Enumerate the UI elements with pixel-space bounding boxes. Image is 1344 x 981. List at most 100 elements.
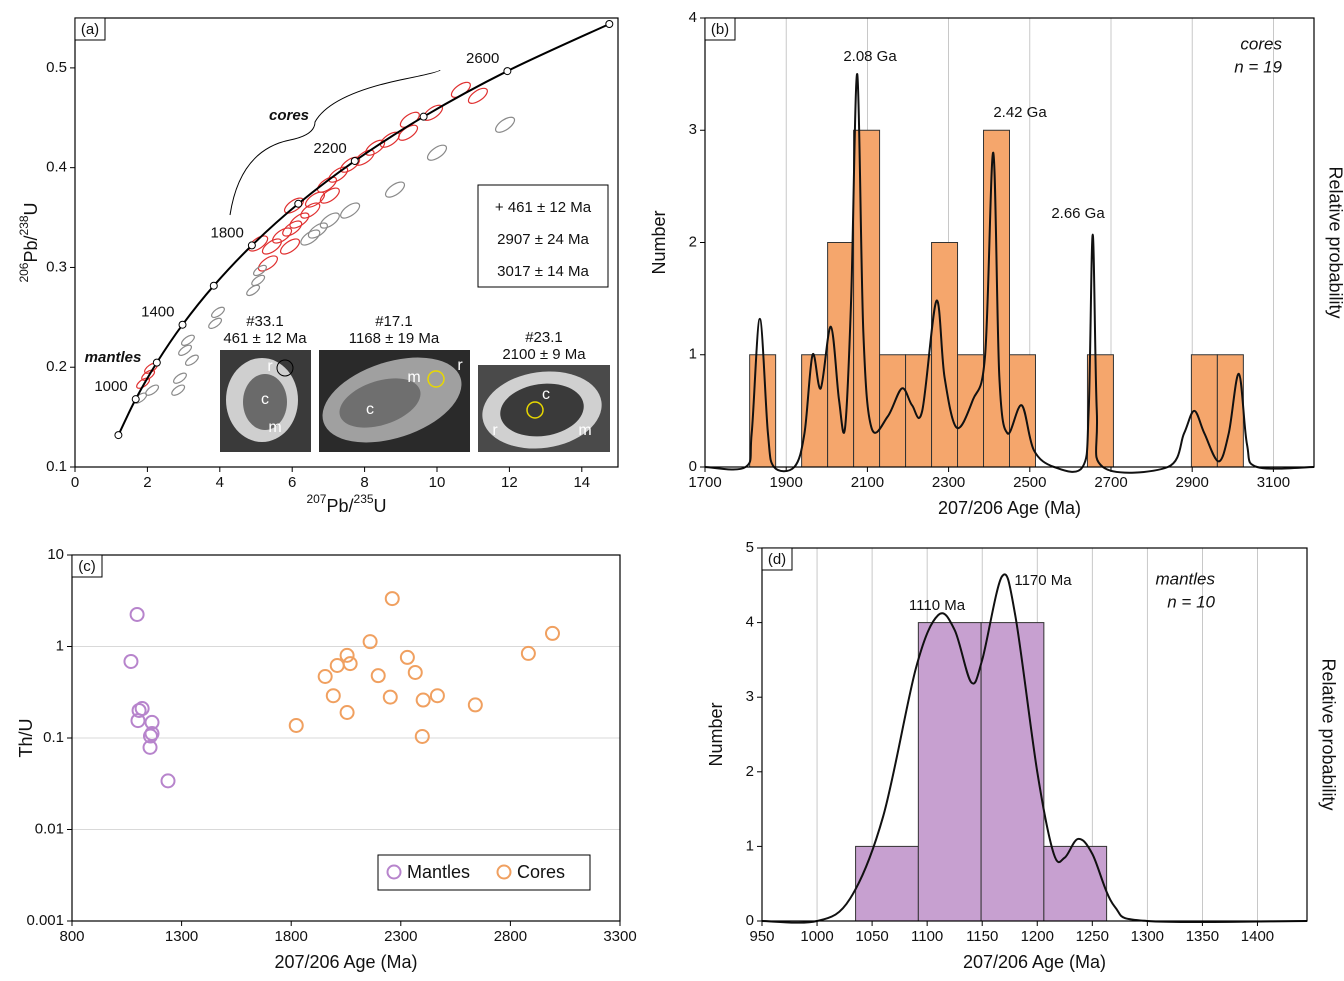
y-axis-label: Number xyxy=(706,702,726,766)
legend-label: Mantles xyxy=(407,862,470,882)
peak-label: 1170 Ma xyxy=(1014,572,1072,589)
analysis-ellipse xyxy=(494,116,516,133)
data-point xyxy=(414,728,430,744)
concordia-marker xyxy=(350,156,359,165)
plot-frame xyxy=(704,17,1315,468)
probability-curve xyxy=(761,573,1308,924)
x-tick-label: 4 xyxy=(216,474,224,491)
analysis-ellipse xyxy=(180,334,195,346)
data-point xyxy=(520,645,536,661)
x-tick-label: 1300 xyxy=(165,928,198,945)
histogram-bar xyxy=(917,622,982,922)
data-point xyxy=(342,656,358,672)
x-tick-label: 1900 xyxy=(770,474,803,491)
data-point xyxy=(339,647,355,663)
x-tick-label: 3100 xyxy=(1257,474,1290,491)
peak-label: 1110 Ma xyxy=(909,597,966,614)
axis-label-part: Pb/ xyxy=(21,235,41,262)
analysis-ellipse xyxy=(316,176,338,193)
y-tick-label: 0 xyxy=(746,912,754,929)
axis-label-part: 235 xyxy=(354,492,374,506)
x-tick-label: 2 xyxy=(143,474,151,491)
analysis-ellipse xyxy=(467,87,488,104)
spot xyxy=(427,370,445,388)
axis-label: 206Pb/238U xyxy=(17,202,41,282)
spot xyxy=(276,359,294,377)
concordia-age-label: 1000 xyxy=(94,378,127,395)
panel-label: (a) xyxy=(81,21,99,38)
data-point xyxy=(399,649,415,665)
concordia-age-label: 1400 xyxy=(141,304,174,321)
data-point xyxy=(370,668,386,684)
y-tick-label: 0.001 xyxy=(26,912,64,929)
x-tick-label: 800 xyxy=(59,928,84,945)
subtitle: n = 10 xyxy=(1167,592,1215,611)
grain-core xyxy=(243,374,287,430)
concordia-marker xyxy=(114,431,123,440)
data-point xyxy=(325,688,341,704)
inset-title: #17.1 xyxy=(375,313,413,330)
data-point xyxy=(429,688,445,704)
x-tick-label: 2100 xyxy=(851,474,884,491)
y2-axis-label: Relative probability xyxy=(1325,166,1344,318)
analysis-ellipse xyxy=(340,202,361,219)
concordia-marker xyxy=(152,358,161,367)
concordia-age-label: 2600 xyxy=(466,50,499,67)
panel-label-box xyxy=(74,17,106,41)
analysis-ellipse xyxy=(279,238,301,255)
histogram-bar xyxy=(879,354,907,468)
histogram-bar xyxy=(855,845,919,922)
inset-zone-label: m xyxy=(578,422,591,439)
x-tick-label: 1800 xyxy=(275,928,308,945)
grain-core xyxy=(500,383,584,437)
analysis-ellipse xyxy=(173,372,187,384)
analysis-ellipse xyxy=(328,166,349,183)
analysis-ellipse xyxy=(282,220,303,237)
age-box-label: 3017 ± 14 Ma xyxy=(497,263,589,280)
axis-label-part: 238 xyxy=(17,215,31,235)
age-box xyxy=(477,184,609,288)
x-tick-label: 1300 xyxy=(1131,928,1164,945)
y-tick-label: 0.01 xyxy=(35,820,64,837)
legend-marker xyxy=(386,864,402,880)
data-point xyxy=(142,739,158,755)
y-axis-label: Th/U xyxy=(16,718,36,757)
x-axis-label: 207/206 Age (Ma) xyxy=(274,952,417,972)
data-point xyxy=(142,728,158,744)
y-axis-label: Number xyxy=(649,210,669,274)
histogram-bar xyxy=(980,622,1045,922)
panel-label-box xyxy=(761,547,793,571)
analysis-ellipse xyxy=(289,212,310,229)
data-point xyxy=(129,606,145,622)
x-tick-label: 10 xyxy=(429,474,446,491)
histogram-bar xyxy=(853,129,881,468)
data-point xyxy=(131,702,147,718)
axis-label-part: 206 xyxy=(17,262,31,282)
analysis-ellipse xyxy=(208,317,223,329)
y-tick-label: 3 xyxy=(746,688,754,705)
analysis-ellipse xyxy=(257,255,279,272)
concordia-age-label: 2200 xyxy=(313,140,346,157)
analysis-ellipse xyxy=(426,144,448,161)
inset-zone-label: r xyxy=(457,357,463,374)
spot xyxy=(526,401,544,419)
data-point xyxy=(384,591,400,607)
x-tick-label: 2300 xyxy=(384,928,417,945)
inset-zone-label: m xyxy=(407,369,420,386)
data-point xyxy=(362,634,378,650)
age-box-label: 2907 ± 24 Ma xyxy=(497,231,589,248)
x-tick-label: 8 xyxy=(360,474,368,491)
x-tick-label: 1150 xyxy=(966,928,998,945)
analysis-ellipse xyxy=(384,181,406,198)
analysis-ellipse xyxy=(261,238,282,255)
data-point xyxy=(339,704,355,720)
y-tick-label: 4 xyxy=(746,614,754,631)
histogram-bar xyxy=(931,242,959,468)
y-tick-label: 2 xyxy=(746,763,754,780)
y-tick-label: 0.5 xyxy=(46,59,67,76)
y-tick-label: 0.2 xyxy=(46,358,67,375)
x-tick-label: 0 xyxy=(71,474,79,491)
data-point xyxy=(288,717,304,733)
analysis-ellipse xyxy=(300,202,321,219)
